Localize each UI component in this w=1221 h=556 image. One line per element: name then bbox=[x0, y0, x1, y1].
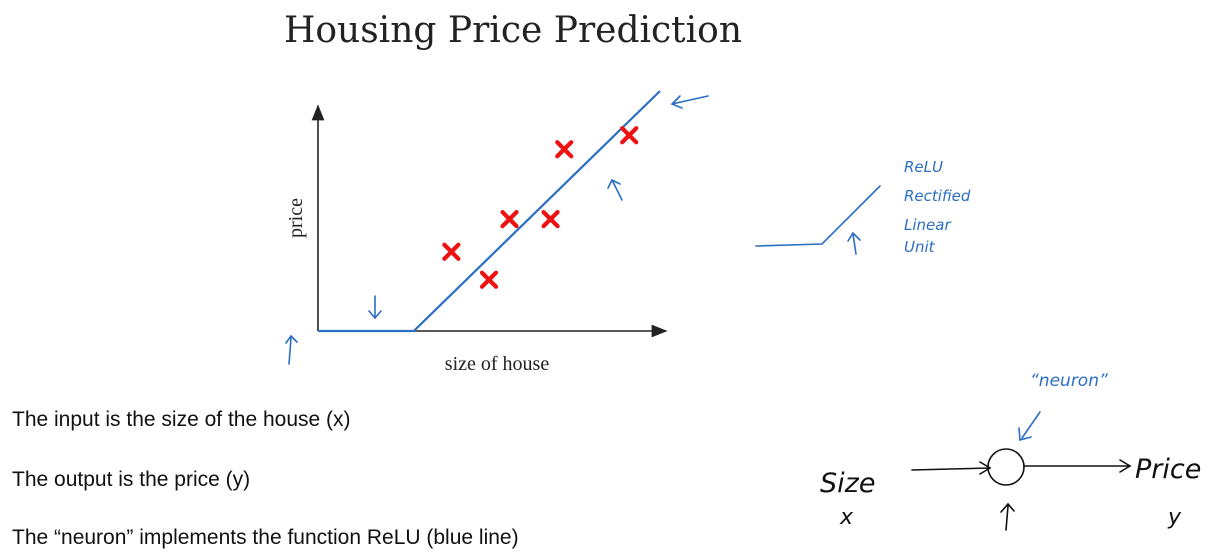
relu-sketch-line bbox=[755, 185, 881, 247]
neuron-circle bbox=[987, 448, 1025, 486]
data-point-3 bbox=[500, 210, 519, 229]
data-points bbox=[442, 126, 639, 289]
input-arrow-icon bbox=[911, 461, 992, 475]
note-neuron: The “neuron” implements the function ReL… bbox=[12, 526, 519, 549]
chart-title: Housing Price Prediction bbox=[283, 10, 743, 51]
neuron-pointer-arrow-icon bbox=[1018, 411, 1041, 442]
data-point-4 bbox=[541, 210, 560, 229]
data-point-6 bbox=[620, 126, 639, 145]
relu-line-4: Unit bbox=[904, 238, 936, 256]
input-symbol: x bbox=[839, 505, 854, 530]
output-arrow-icon bbox=[1023, 459, 1132, 473]
neuron-bottom-arrow-icon bbox=[1000, 502, 1015, 531]
relu-line-3: Linear bbox=[904, 216, 951, 234]
relu-line-1: ReLU bbox=[904, 158, 943, 176]
top-arrow-icon bbox=[670, 95, 709, 109]
relu-fit-line bbox=[318, 90, 661, 333]
relu-sketch-arrow-icon bbox=[847, 231, 861, 255]
data-point-1 bbox=[442, 242, 461, 261]
data-point-2 bbox=[479, 270, 499, 289]
line-pointer-arrow-icon bbox=[607, 178, 623, 201]
bottom-left-arrow-icon bbox=[285, 334, 298, 365]
down-arrow-icon bbox=[368, 295, 382, 320]
neuron-label: “neuron” bbox=[1030, 371, 1108, 391]
output-symbol: y bbox=[1167, 505, 1182, 530]
note-input: The input is the size of the house (x) bbox=[12, 408, 351, 431]
output-label: Price bbox=[1135, 454, 1201, 485]
relu-line-2: Rectified bbox=[904, 187, 971, 205]
data-point-5 bbox=[555, 140, 574, 159]
y-axis-label: price bbox=[285, 198, 307, 238]
x-axis-label: size of house bbox=[445, 353, 550, 375]
input-label: Size bbox=[820, 468, 875, 499]
note-output: The output is the price (y) bbox=[12, 468, 251, 491]
